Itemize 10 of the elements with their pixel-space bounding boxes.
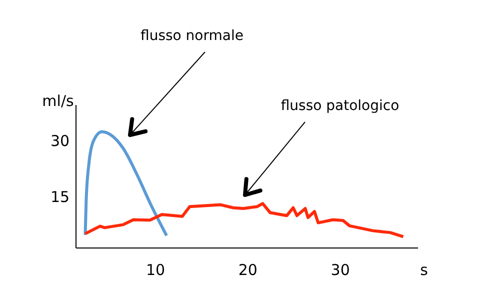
line-series: [84, 202, 405, 238]
x-tick-label: 30: [330, 261, 350, 279]
text: flusso patologico: [280, 98, 400, 114]
x-tick-label: 10: [146, 261, 166, 279]
x-tick-label: 20: [238, 261, 258, 279]
y-axis-title: ml/s: [42, 92, 74, 110]
text: flusso normale: [140, 28, 244, 44]
y-tick-label: 15: [50, 188, 70, 206]
line-series: [84, 130, 168, 238]
x-axis-title: s: [420, 261, 428, 279]
